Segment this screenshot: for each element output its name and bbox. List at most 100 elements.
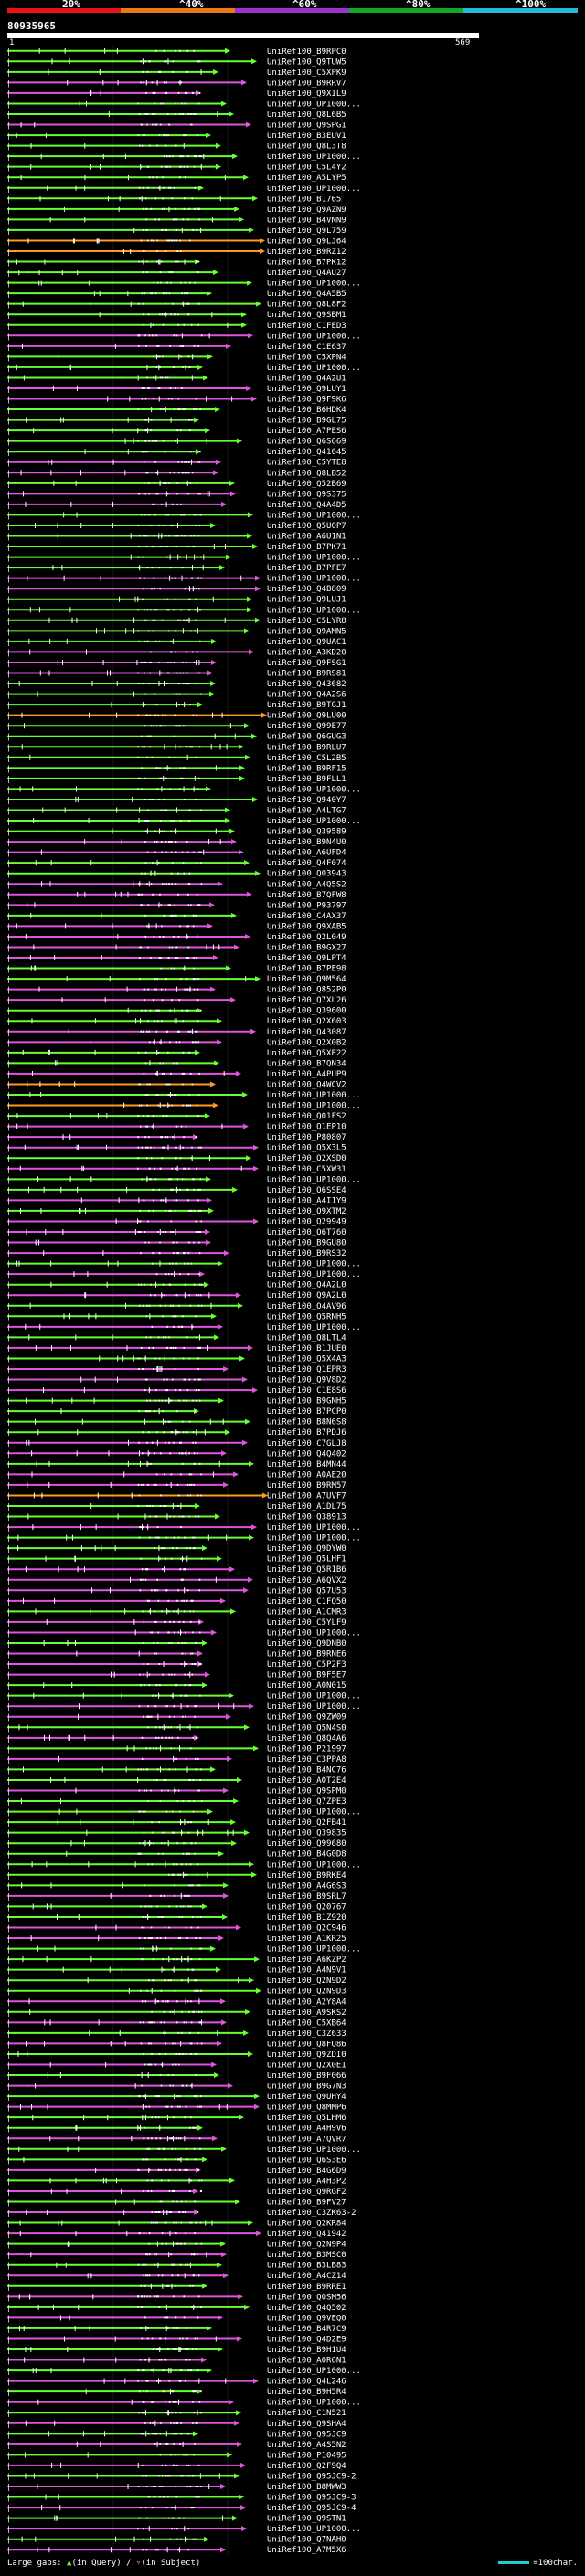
alignment-row: | UniRef100_B9N4U0 xyxy=(6,838,346,847)
row-start-marker: | xyxy=(6,1397,11,1405)
identity-dot xyxy=(187,493,189,495)
identity-dot xyxy=(160,967,163,970)
row-start-marker: | xyxy=(6,2125,11,2133)
identity-dot xyxy=(192,1178,194,1181)
identity-dot xyxy=(199,693,202,695)
identity-dot xyxy=(195,398,197,400)
hit-label: UniRef100_A4H9V6 xyxy=(267,2125,346,2134)
identity-dot xyxy=(192,1599,194,1602)
identity-dot xyxy=(157,1599,160,1602)
row-start-marker: | xyxy=(6,1966,11,1975)
identity-dot xyxy=(186,925,188,928)
identity-dot xyxy=(164,830,165,832)
row-end-arrow xyxy=(249,1861,254,1868)
identity-dot xyxy=(174,1199,176,1202)
identity-dot xyxy=(154,1589,155,1592)
identity-dot xyxy=(143,1673,144,1676)
identity-dot xyxy=(156,704,158,706)
identity-dot xyxy=(159,546,161,548)
identity-dot xyxy=(176,1757,177,1760)
identity-dot xyxy=(154,619,156,621)
identity-dot xyxy=(165,841,167,843)
identity-dot xyxy=(144,1884,145,1887)
identity-dot xyxy=(147,1115,149,1118)
identity-dot xyxy=(159,588,162,590)
identity-dot xyxy=(200,165,202,168)
identity-dot xyxy=(154,1452,156,1455)
row-end-arrow xyxy=(220,2547,226,2553)
identity-dot xyxy=(184,988,186,991)
hit-label: UniRef100_Q2F9Q4 xyxy=(267,2462,346,2471)
identity-dot xyxy=(149,1083,151,1086)
alignment-row: | UniRef100_C5XW31 xyxy=(6,1165,346,1174)
identity-dot xyxy=(185,493,187,495)
hit-label: UniRef100_Q5RNH5 xyxy=(267,1312,346,1321)
row-start-marker: | xyxy=(6,1829,11,1838)
hit-label: UniRef100_UP1000... xyxy=(267,554,361,563)
identity-dot xyxy=(153,524,154,526)
identity-dot xyxy=(137,1283,140,1286)
identity-dot xyxy=(194,630,197,632)
identity-dot xyxy=(198,1283,201,1286)
identity-dot xyxy=(176,503,178,505)
identity-dot xyxy=(197,2496,199,2498)
identity-dot xyxy=(177,2242,179,2245)
identity-dot xyxy=(185,1652,186,1655)
identity-dot xyxy=(198,1231,200,1234)
identity-dot xyxy=(142,1842,144,1845)
identity-dot xyxy=(192,2538,195,2540)
alignment-row: | UniRef100_C1E637 xyxy=(6,343,346,352)
identity-dot xyxy=(191,1968,194,1971)
identity-dot xyxy=(144,1937,146,1940)
identity-dot xyxy=(180,2538,182,2540)
identity-dot xyxy=(188,872,191,875)
row-start-marker: | xyxy=(6,912,11,920)
identity-dot xyxy=(150,957,152,959)
identity-dot xyxy=(189,2179,191,2182)
alignment-row: | UniRef100_UP1000... xyxy=(6,511,361,520)
alignment-row: | UniRef100_UP1000... xyxy=(6,1270,361,1279)
identity-dot xyxy=(150,1178,152,1181)
identity-dot xyxy=(145,1768,148,1771)
identity-dot xyxy=(197,1041,199,1044)
alignment-row: | UniRef100_UP1000... xyxy=(6,332,361,341)
identity-dot xyxy=(186,1663,187,1666)
identity-dot xyxy=(198,904,201,906)
identity-dot xyxy=(158,904,160,906)
identity-dot xyxy=(198,302,201,305)
identity-dot xyxy=(181,2010,183,2013)
identity-dot xyxy=(163,914,165,917)
identity-dot xyxy=(151,292,154,295)
identity-dot xyxy=(143,2390,145,2393)
identity-dot xyxy=(162,2369,165,2372)
identity-dot xyxy=(157,1051,160,1054)
row-end-arrow xyxy=(229,1692,234,1699)
identity-dot xyxy=(163,1894,165,1897)
identity-dot xyxy=(152,1188,154,1191)
identity-dot xyxy=(161,777,163,779)
alignment-row: | UniRef100_B4G0D8 xyxy=(6,1850,346,1860)
identity-dot xyxy=(186,661,188,663)
alignment-row: | UniRef100_UP1000... xyxy=(6,1523,361,1532)
row-start-marker: | xyxy=(6,2093,11,2101)
identity-dot xyxy=(137,672,139,674)
identity-dot xyxy=(159,2200,162,2203)
identity-dot xyxy=(151,2337,154,2340)
identity-dot xyxy=(179,2168,181,2171)
hit-label: UniRef100_C5L2B5 xyxy=(267,754,346,763)
identity-dot xyxy=(164,1831,166,1834)
row-end-arrow xyxy=(211,659,217,665)
identity-dot xyxy=(190,112,192,115)
identity-dot xyxy=(144,988,146,991)
identity-dot xyxy=(178,1399,180,1402)
row-start-marker: | xyxy=(6,701,11,709)
row-start-marker: | xyxy=(6,1038,11,1046)
identity-dot xyxy=(182,1715,184,1718)
identity-dot xyxy=(164,60,165,63)
row-start-marker: | xyxy=(6,1091,11,1099)
identity-dot xyxy=(155,1389,157,1392)
identity-dot xyxy=(154,1399,157,1402)
identity-dot xyxy=(181,2084,184,2087)
hit-label: UniRef100_B9RS81 xyxy=(267,670,346,679)
